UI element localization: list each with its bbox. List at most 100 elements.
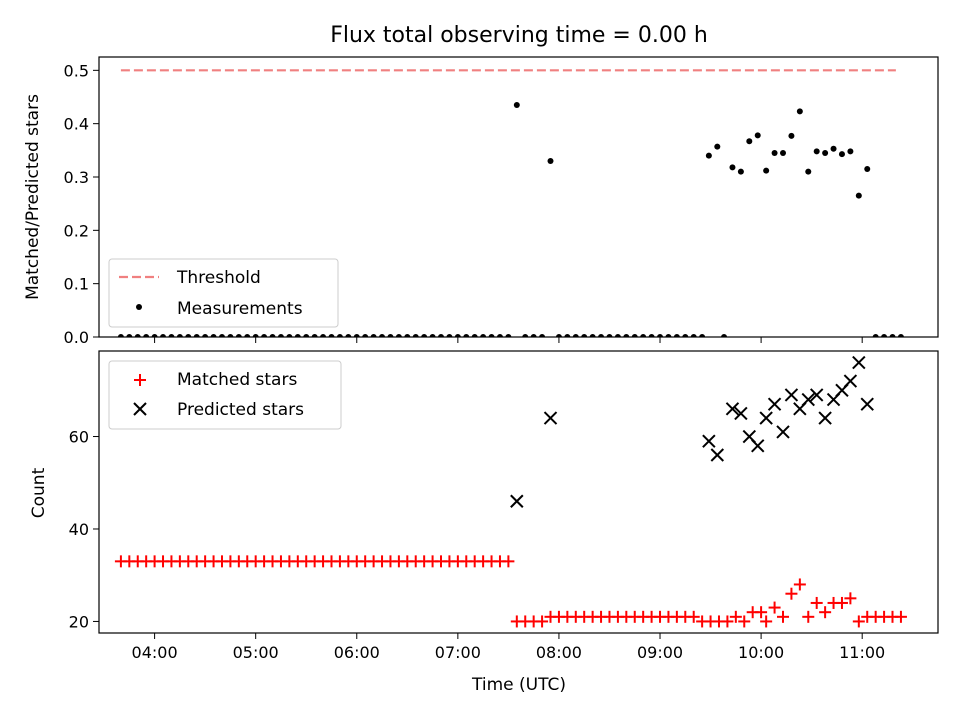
predicted-star-point [784,388,799,402]
measurement-point [168,334,175,337]
measurement-point [117,334,124,337]
measurement-point [822,150,829,156]
count-panel: 04:00 05:00 06:00 07:00 08:00 09:00 10:00 11:00… [29,350,939,695]
measurement-point [796,108,803,115]
measurement-point [446,334,453,337]
measurement-point [471,334,478,337]
predicted-star-point [860,397,874,411]
measurement-point [488,334,495,337]
measurement-point [362,334,369,337]
measurement-point [838,151,845,158]
measurement-point [830,145,837,152]
measurement-point [303,334,310,337]
measurement-point [682,334,689,337]
measurement-point [889,334,896,337]
measurement-point [176,334,183,337]
measurement-point [193,334,200,337]
predicted-star-point [809,388,824,402]
matched-star-point [768,601,781,614]
measurement-point [539,334,546,337]
measurement-point [631,334,638,337]
ratio-axes-frame [98,56,939,338]
measurement-point [657,334,664,337]
matched-star-point [810,596,823,609]
count-legend-box [108,360,342,430]
measurement-point [379,334,386,337]
measurement-point [897,334,904,337]
count-axes-frame [98,350,939,634]
measurement-point [345,334,352,337]
legend-predicted-label: Predicted stars [177,400,304,420]
predicted-star-point [767,397,782,411]
measurement-point [286,334,293,337]
measurement-point [463,334,470,337]
measurement-point [665,334,672,337]
matched-star-point [755,606,768,619]
chart-title: Flux total observing time = 0.00 h [330,23,708,48]
measurement-point [160,334,167,337]
matched-star-point [802,610,815,623]
y-tick-label: 0.3 [64,168,89,187]
measurement-point [847,148,854,155]
measurement-point [320,334,327,337]
measurement-point [513,102,520,108]
predicted-star-point [818,411,832,425]
measurement-point [805,168,812,175]
matched-star-point [760,615,773,628]
measurement-point [623,334,630,337]
matched-star-point [793,578,806,591]
measurement-point [648,334,655,337]
predicted-star-point [734,406,748,421]
measurement-point [673,334,680,337]
measurement-point [729,164,736,171]
matched-star-point [536,615,549,628]
measurement-point [210,334,217,337]
matched-star-point [844,592,857,605]
matched-star-point [777,610,790,623]
measurement-point [547,158,554,164]
measurement-point [505,334,512,337]
predicted-star-point [776,425,790,439]
measurement-point [227,334,234,337]
legend-matched-swatch [134,374,146,386]
measurement-point [218,334,225,337]
measurement-point [336,334,343,337]
measurement-point [881,334,888,337]
matched-star-point [785,587,798,600]
measurement-point [572,334,579,337]
count-plot-area [114,355,907,628]
predicted-star-point [759,411,773,425]
measurement-point [872,334,879,337]
matched-star-point [852,615,865,628]
measurement-point [480,334,487,337]
matched-star-point [835,596,848,609]
predicted-star-point [852,355,866,370]
y-tick-label: 40 [69,520,89,539]
ratio-y-axis-label: Matched/Predicted stars [23,94,43,300]
measurement-point [640,334,647,337]
measurement-point [429,334,436,337]
measurement-point [126,334,133,337]
measurement-point [269,334,276,337]
measurement-point [589,334,596,337]
measurement-point [185,334,192,337]
measurement-point [530,334,537,337]
measurement-point [143,334,150,337]
measurement-point [771,150,778,156]
predicted-star-point [843,374,858,388]
y-tick-label: 60 [69,428,89,447]
measurement-point [705,152,712,159]
y-tick-label: 0.4 [64,115,89,134]
x-tick-label: 06:00 [334,643,380,662]
measurement-point [412,334,419,337]
ratio-axis-ticks: 0.0 0.1 0.2 0.3 0.4 0.5 [64,61,863,347]
measurement-point [614,334,621,337]
measurement-point [813,148,820,155]
legend-threshold-label: Threshold [176,268,261,288]
matched-star-point [721,615,734,628]
measurement-point [714,143,721,150]
measurement-point [370,334,377,337]
x-tick-label: 08:00 [536,643,582,662]
predicted-star-point [710,448,725,462]
